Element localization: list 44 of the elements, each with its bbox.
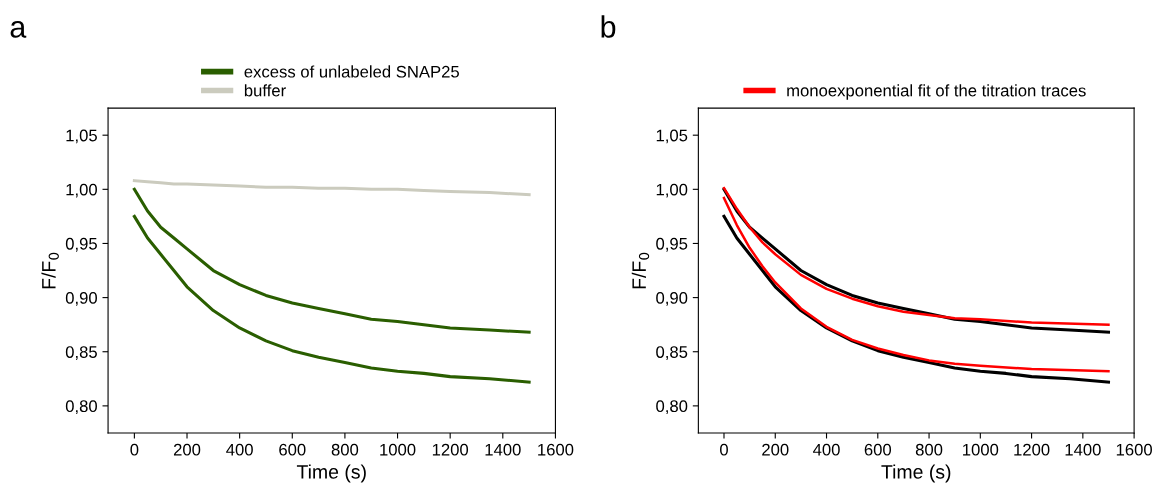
line-series	[132, 214, 531, 384]
x-tick-label: 1600	[538, 443, 574, 456]
y-tick-label: 0,90	[65, 292, 97, 306]
y-tick-label: 1,00	[66, 183, 97, 198]
y-tick-label: 0,80	[656, 400, 688, 415]
y-tick-label: 0,85	[656, 346, 688, 360]
y-tick-label: 0,95	[65, 237, 97, 252]
chart-title: a	[10, 21, 27, 38]
y-axis-title: F/F$_{0}$	[41, 252, 59, 289]
x-tick-label: 800	[331, 443, 359, 456]
x-tick-label: 1200	[432, 443, 469, 456]
y-tick-label: 0,95	[656, 237, 688, 252]
x-tick-label: 1600	[1116, 443, 1152, 456]
x-axis-title: Time (s)	[881, 464, 951, 483]
x-tick-label: 200	[762, 443, 789, 456]
line-series	[132, 179, 531, 197]
x-tick-label: 1000	[380, 443, 416, 456]
y-tick-label: 1,05	[66, 129, 97, 144]
x-tick-label: 800	[915, 443, 943, 456]
x-tick-label: 0	[720, 443, 728, 456]
x-tick-label: 1400	[1065, 443, 1101, 456]
x-tick-label: 600	[279, 443, 306, 456]
legend-label: buffer	[244, 84, 286, 97]
x-tick-label: 200	[173, 443, 201, 456]
y-axis-title: F/F$_{0}$	[631, 252, 650, 289]
x-tick-label: 1000	[963, 443, 999, 456]
y-tick-label: 0,85	[65, 346, 97, 360]
line-series	[722, 196, 1110, 373]
x-tick-label: 400	[226, 443, 253, 456]
y-tick-label: 0,80	[65, 400, 97, 415]
x-tick-label: 0	[130, 443, 139, 456]
chart-title: b	[601, 15, 616, 38]
y-tick-label: 1,05	[656, 129, 688, 144]
line-series	[132, 187, 531, 334]
x-tick-label: 1400	[485, 443, 521, 456]
x-tick-label: 400	[813, 443, 840, 456]
x-tick-label: 1200	[1014, 443, 1050, 456]
line-series	[722, 214, 1111, 384]
y-tick-label: 1,00	[656, 183, 688, 198]
y-tick-label: 0,90	[656, 292, 688, 306]
legend-label: excess of unlabeled SNAP25	[244, 65, 459, 78]
x-axis-title: Time (s)	[296, 464, 366, 483]
x-tick-label: 600	[864, 443, 892, 456]
legend-label: monoexponential fit of the titration traces	[787, 84, 1086, 100]
